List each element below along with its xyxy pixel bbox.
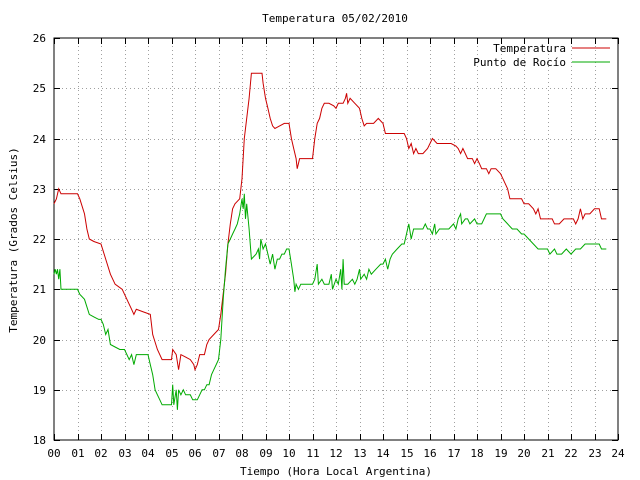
chart-title: Temperatura 05/02/2010 — [262, 12, 408, 25]
x-tick-label: 19 — [494, 447, 507, 460]
x-tick-label: 12 — [329, 447, 342, 460]
x-tick-label: 14 — [376, 447, 390, 460]
x-tick-label: 17 — [447, 447, 460, 460]
y-axis-label: Temperatura (Grados Celsius) — [7, 147, 20, 332]
x-tick-label: 03 — [118, 447, 131, 460]
x-tick-label: 09 — [259, 447, 272, 460]
x-tick-label: 07 — [212, 447, 225, 460]
x-tick-label: 02 — [94, 447, 107, 460]
x-tick-label: 15 — [400, 447, 413, 460]
grid — [54, 38, 618, 440]
y-tick-labels: 18 19 20 21 22 23 24 25 26 — [33, 32, 47, 447]
x-tick-label: 00 — [47, 447, 60, 460]
x-tick-label: 05 — [165, 447, 178, 460]
x-tick-label: 22 — [564, 447, 577, 460]
legend-label-temperatura: Temperatura — [493, 42, 566, 55]
y-tick-label: 19 — [33, 384, 46, 397]
x-tick-label: 21 — [541, 447, 554, 460]
series-line-temperatura — [53, 72, 607, 372]
x-tick-label: 04 — [141, 447, 155, 460]
y-tick-label: 22 — [33, 233, 46, 246]
legend-item-punto-de-rocio: Punto de Rocío — [473, 56, 610, 69]
x-tick-label: 06 — [188, 447, 201, 460]
x-axis-label: Tiempo (Hora Local Argentina) — [240, 465, 432, 478]
plot-frame — [53, 37, 619, 441]
y-tick-label: 25 — [33, 82, 46, 95]
x-tick-label: 01 — [71, 447, 84, 460]
y-tick-label: 24 — [33, 133, 47, 146]
x-tick-label: 23 — [588, 447, 601, 460]
x-tick-label: 20 — [517, 447, 530, 460]
x-tick-label: 08 — [235, 447, 248, 460]
y-tick-label: 18 — [33, 434, 46, 447]
y-tick-label: 23 — [33, 183, 46, 196]
x-tick-label: 18 — [470, 447, 483, 460]
series-line-punto-de-rocio — [53, 193, 607, 410]
legend-item-temperatura: Temperatura — [493, 42, 610, 55]
x-tick-label: 16 — [423, 447, 436, 460]
legend-label-punto-de-rocio: Punto de Rocío — [473, 56, 566, 69]
x-tick-label: 24 — [611, 447, 625, 460]
y-tick-label: 26 — [33, 32, 46, 45]
series-lines — [53, 72, 607, 410]
y-tick-label: 21 — [33, 283, 46, 296]
legend: Temperatura Punto de Rocío — [473, 42, 610, 69]
x-tick-labels: 00 01 02 03 04 05 06 07 08 09 10 11 12 13 14 15 16 17 18 19… — [47, 447, 625, 460]
x-tick-label: 10 — [282, 447, 295, 460]
y-tick-label: 20 — [33, 334, 46, 347]
x-tick-label: 13 — [353, 447, 366, 460]
x-tick-label: 11 — [306, 447, 319, 460]
